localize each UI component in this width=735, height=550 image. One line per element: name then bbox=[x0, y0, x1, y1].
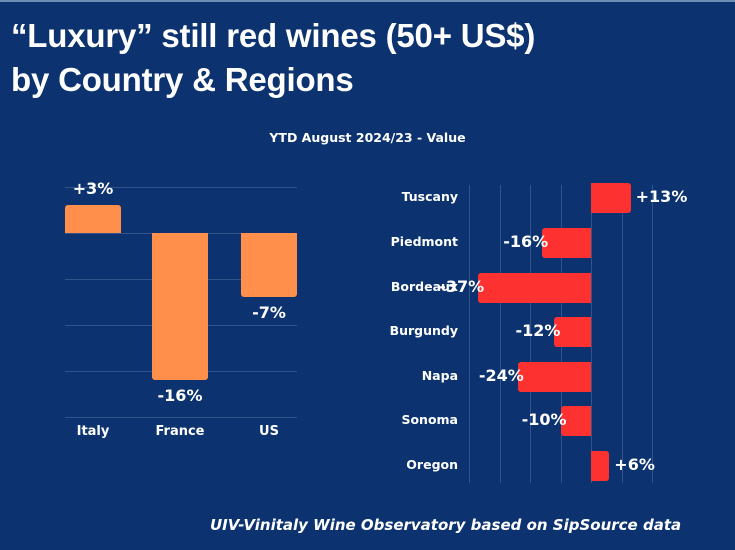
category-label: Napa bbox=[421, 368, 458, 383]
bar-france bbox=[152, 233, 208, 381]
value-label: +13% bbox=[635, 187, 688, 206]
gridline bbox=[65, 187, 297, 188]
value-label: +6% bbox=[614, 455, 655, 474]
value-label: -7% bbox=[252, 303, 286, 323]
bar-italy bbox=[65, 205, 121, 233]
gridline bbox=[530, 185, 531, 483]
category-label: Burgundy bbox=[389, 323, 458, 338]
category-label: Italy bbox=[76, 424, 110, 439]
chart-subtitle: YTD August 2024/23 - Value bbox=[269, 130, 466, 145]
category-label: Oregon bbox=[406, 457, 458, 472]
value-label: -16% bbox=[157, 386, 203, 406]
gridline bbox=[469, 185, 470, 483]
gridline bbox=[65, 417, 297, 418]
bar-piedmont bbox=[542, 228, 591, 258]
bar-tuscany bbox=[591, 183, 631, 213]
bar-sonoma bbox=[560, 406, 591, 436]
category-label: Piedmont bbox=[390, 234, 458, 249]
value-label: -24% bbox=[478, 366, 524, 385]
bar-oregon bbox=[591, 451, 610, 481]
source-note: UIV-Vinitaly Wine Observatory based on S… bbox=[210, 516, 682, 534]
bar-us bbox=[241, 233, 297, 298]
category-label: Bordeaux bbox=[390, 279, 458, 294]
value-label: -37% bbox=[439, 277, 485, 296]
value-label: -12% bbox=[515, 321, 561, 340]
value-label: +3% bbox=[72, 179, 114, 199]
gridline bbox=[499, 185, 501, 483]
top-border bbox=[0, 0, 735, 2]
title-line-1: “Luxury” still red wines (50+ US$) bbox=[11, 17, 536, 54]
title-line-2: by Country & Regions bbox=[11, 61, 354, 98]
value-label: -16% bbox=[503, 232, 549, 251]
gridline bbox=[621, 185, 623, 483]
gridline bbox=[591, 185, 592, 483]
gridline bbox=[652, 185, 653, 483]
value-label: -10% bbox=[521, 410, 567, 429]
category-label: US bbox=[259, 424, 279, 439]
bar-bordeaux bbox=[478, 273, 591, 303]
chart-title: “Luxury” still red wines (50+ US$) by Co… bbox=[11, 14, 535, 102]
bar-burgundy bbox=[554, 317, 591, 347]
category-label: Sonoma bbox=[401, 412, 458, 427]
bar-napa bbox=[517, 362, 591, 392]
category-label: France bbox=[155, 424, 205, 439]
category-label: Tuscany bbox=[401, 189, 458, 204]
